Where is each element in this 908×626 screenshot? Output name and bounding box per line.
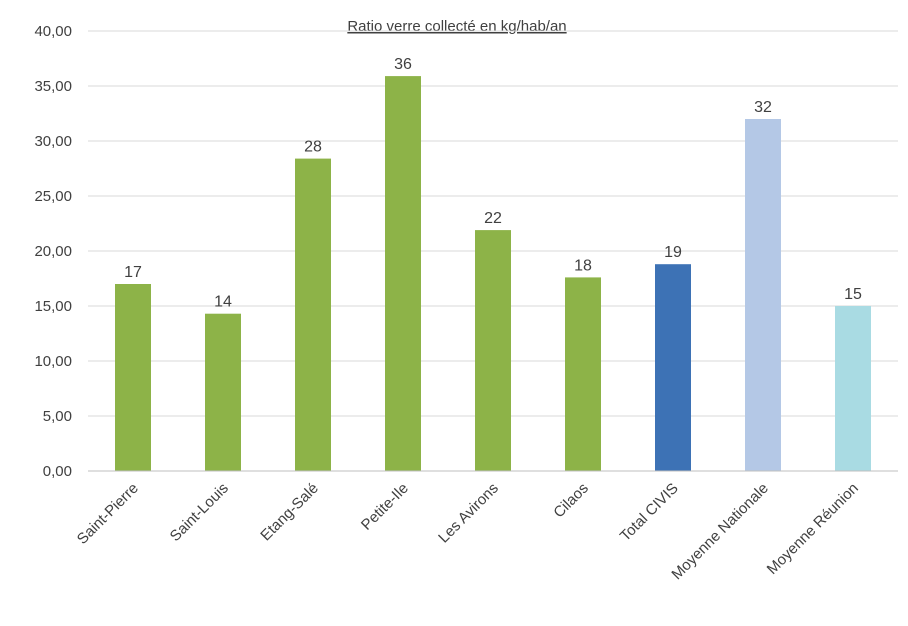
bar <box>655 264 691 471</box>
x-tick-label: Etang-Salé <box>257 480 322 545</box>
bar <box>115 284 151 471</box>
x-tick-label: Saint-Pierre <box>74 480 142 548</box>
data-label: 22 <box>484 210 502 227</box>
data-label: 28 <box>304 139 322 156</box>
data-label: 14 <box>214 294 232 311</box>
x-axis: Saint-Pierre Saint-Louis Etang-Salé Petite-… <box>74 470 898 583</box>
bar <box>835 306 871 471</box>
bar <box>295 158 331 471</box>
x-tick-label: Les Avirons <box>435 480 502 547</box>
y-axis: 0,00 5,00 10,00 15,00 20,00 25,00 30,00 35,00 40… <box>34 23 72 480</box>
data-label: 36 <box>394 56 412 73</box>
x-tick-label: Moyenne Nationale <box>668 480 771 583</box>
bar <box>565 277 601 471</box>
y-tick-label: 30,00 <box>34 133 72 150</box>
x-tick-label: Petite-Ile <box>358 480 412 534</box>
y-tick-label: 15,00 <box>34 298 72 315</box>
data-label: 17 <box>124 264 142 281</box>
y-tick-label: 20,00 <box>34 243 72 260</box>
data-label: 15 <box>844 286 862 303</box>
y-tick-label: 5,00 <box>43 408 72 425</box>
x-tick-label: Saint-Louis <box>167 480 232 545</box>
bar <box>745 119 781 471</box>
chart-title: Ratio verre collecté en kg/hab/an <box>347 18 566 35</box>
data-label: 19 <box>664 244 682 261</box>
y-tick-label: 40,00 <box>34 23 72 40</box>
bars <box>115 76 871 471</box>
y-tick-label: 10,00 <box>34 353 72 370</box>
bar <box>205 313 241 471</box>
y-tick-label: 25,00 <box>34 188 72 205</box>
data-label: 18 <box>574 257 592 274</box>
bar <box>385 76 421 471</box>
x-tick-label: Cilaos <box>550 480 591 521</box>
x-tick-label: Total CIVIS <box>617 480 682 545</box>
y-tick-label: 35,00 <box>34 78 72 95</box>
y-tick-label: 0,00 <box>43 463 72 480</box>
data-labels: 17 14 28 36 22 18 19 32 15 <box>124 56 862 311</box>
data-label: 32 <box>754 99 772 116</box>
x-tick-label: Moyenne Réunion <box>764 480 862 578</box>
bar <box>475 230 511 471</box>
